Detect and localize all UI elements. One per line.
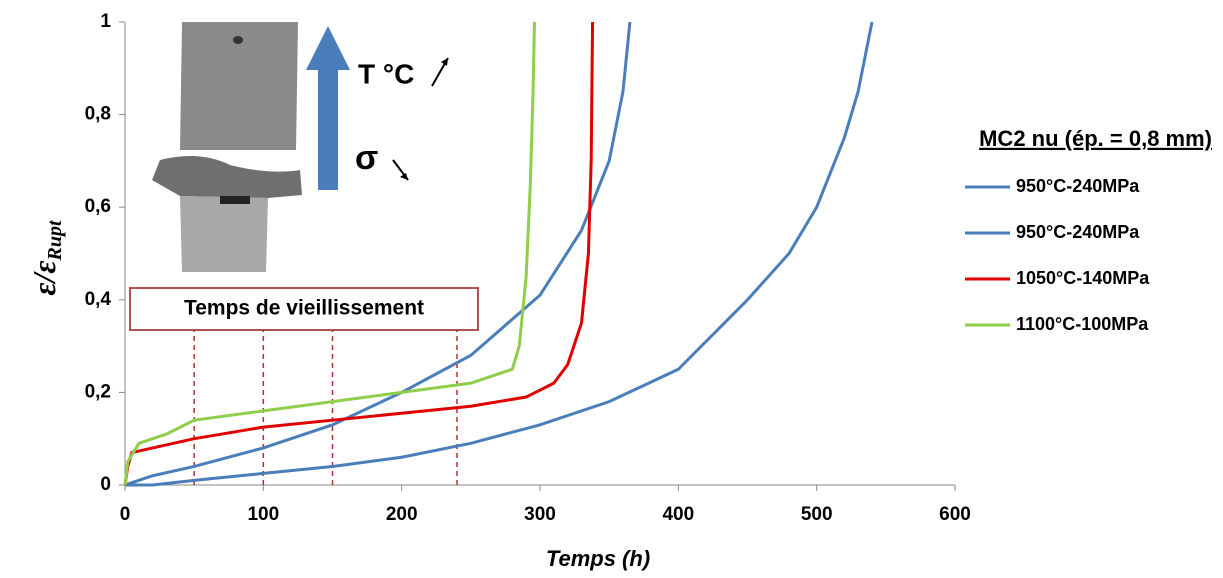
- y-tick-label: 0,4: [85, 289, 112, 310]
- series-line: [123, 21, 536, 486]
- direction-arrow: [306, 26, 350, 190]
- aging-annotation: Temps de vieillissement: [184, 297, 424, 320]
- series-line: [124, 21, 632, 487]
- legend-title: MC2 nu (ép. = 0,8 mm): [979, 126, 1212, 151]
- x-tick-label: 400: [662, 504, 694, 525]
- stress-annotation: σ: [355, 139, 378, 177]
- y-tick-label: 1: [100, 11, 111, 32]
- x-tick-label: 600: [939, 504, 971, 525]
- y-axis-label-sub: Rupt: [44, 219, 66, 261]
- y-axis-label-main: ε/ε: [26, 260, 62, 295]
- arrow-down-head: [400, 173, 408, 180]
- aging-box: [129, 287, 479, 331]
- x-tick-label: 0: [120, 504, 131, 525]
- x-tick-label: 100: [247, 504, 279, 525]
- series-line: [123, 21, 595, 486]
- legend-label: 950°C-240MPa: [1016, 222, 1140, 242]
- y-tick-label: 0,2: [85, 381, 111, 402]
- x-tick-label: 200: [386, 504, 418, 525]
- y-axis-label: ε/εRupt: [26, 219, 65, 296]
- series-line: [125, 21, 874, 487]
- y-tick-label: 0,8: [85, 104, 111, 125]
- y-tick-label: 0,6: [85, 196, 111, 217]
- x-axis-label: Temps (h): [546, 546, 650, 571]
- x-tick-label: 300: [524, 504, 556, 525]
- arrow-up-head: [441, 58, 448, 66]
- x-tick-label: 500: [801, 504, 833, 525]
- temperature-annotation: T °C: [358, 58, 414, 89]
- legend-label: 950°C-240MPa: [1016, 176, 1140, 196]
- y-tick-label: 0: [100, 474, 111, 495]
- legend-label: 1100°C-100MPa: [1016, 314, 1149, 334]
- blade-image: [152, 22, 302, 272]
- legend-label: 1050°C-140MPa: [1016, 268, 1150, 288]
